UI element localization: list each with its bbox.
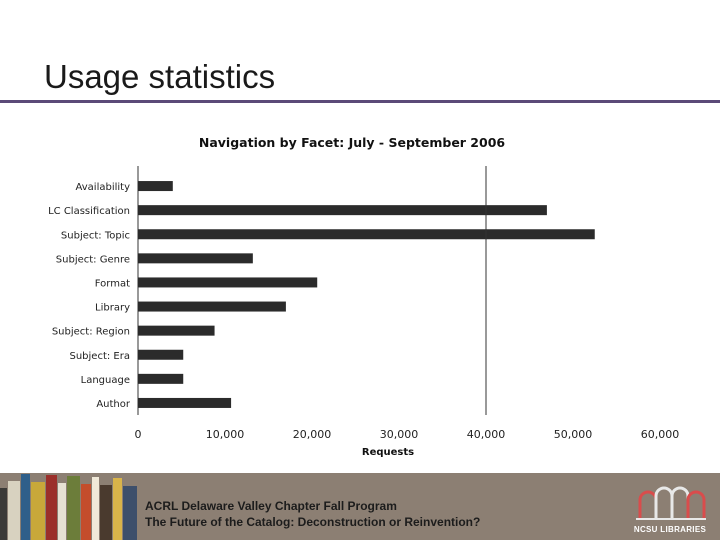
- book-spines-image: [0, 473, 138, 540]
- book-spine: [67, 476, 80, 540]
- book-spine: [46, 475, 57, 540]
- x-tick-label: 0: [135, 428, 142, 441]
- y-tick-label: Availability: [75, 182, 130, 193]
- footer-caption: ACRL Delaware Valley Chapter Fall Progra…: [145, 498, 480, 530]
- x-tick-label: 60,000: [641, 428, 680, 441]
- y-tick-label: Library: [95, 303, 130, 314]
- y-tick-label: Subject: Region: [52, 327, 130, 338]
- bar: [138, 253, 253, 264]
- footer-line-2: The Future of the Catalog: Deconstructio…: [145, 515, 481, 529]
- logo-arches-icon: [636, 486, 706, 520]
- x-tick-label: 50,000: [554, 428, 593, 441]
- x-tick-label: 30,000: [380, 428, 419, 441]
- book-spine: [8, 481, 20, 540]
- bar: [138, 277, 318, 288]
- y-tick-label: Subject: Topic: [61, 230, 130, 241]
- bar: [138, 181, 173, 192]
- bar-chart: Navigation by Facet: July - September 20…: [48, 135, 680, 458]
- y-tick-label: Subject: Era: [70, 351, 131, 362]
- book-spine: [0, 488, 7, 540]
- y-tick-label: LC Classification: [48, 206, 130, 217]
- bar: [138, 229, 595, 240]
- bar: [138, 349, 184, 360]
- x-tick-label: 20,000: [293, 428, 332, 441]
- x-tick-label: 40,000: [467, 428, 506, 441]
- logo-text: NCSU LIBRARIES: [633, 525, 707, 534]
- book-spine: [81, 484, 91, 540]
- bar: [138, 325, 215, 336]
- bar: [138, 205, 547, 216]
- y-tick-label: Subject: Genre: [56, 254, 130, 265]
- bar: [138, 397, 232, 408]
- book-spine: [31, 482, 45, 540]
- x-tick-label: 10,000: [206, 428, 245, 441]
- book-spine: [123, 486, 137, 540]
- x-axis-label: Requests: [362, 447, 414, 458]
- book-spine: [58, 483, 66, 540]
- y-tick-label: Author: [96, 399, 131, 410]
- ncsu-libraries-logo: NCSU LIBRARIES: [626, 478, 714, 536]
- y-tick-label: Language: [81, 375, 130, 386]
- bar: [138, 373, 184, 384]
- y-tick-label: Format: [95, 278, 130, 289]
- footer-line-1: ACRL Delaware Valley Chapter Fall Progra…: [145, 499, 397, 513]
- book-spine: [92, 477, 99, 540]
- chart-title: Navigation by Facet: July - September 20…: [199, 135, 506, 150]
- book-spine: [113, 478, 122, 540]
- title-divider: [0, 100, 720, 103]
- bar: [138, 301, 286, 312]
- book-spine: [100, 485, 112, 540]
- slide-title: Usage statistics: [44, 58, 276, 95]
- book-spine: [21, 474, 30, 540]
- footer-banner: ACRL Delaware Valley Chapter Fall Progra…: [0, 473, 720, 540]
